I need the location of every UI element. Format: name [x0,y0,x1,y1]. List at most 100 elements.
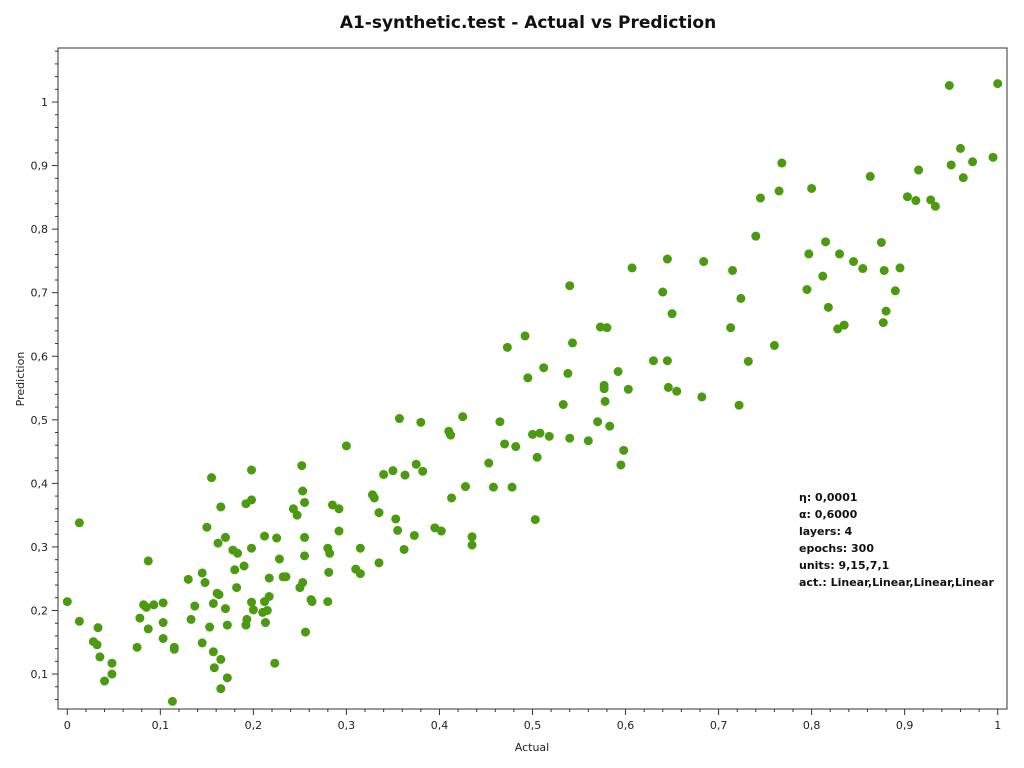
data-point [325,548,335,558]
data-point [207,473,217,483]
data-point [911,196,921,206]
data-point [281,572,291,582]
data-point [200,578,210,588]
data-point [248,605,258,615]
data-point [528,429,537,439]
data-point [458,412,468,422]
data-point [272,533,282,543]
data-point [502,342,512,352]
data-point [944,80,954,90]
data-point [216,502,226,512]
data-point [93,623,103,633]
data-point [878,318,888,328]
data-point [839,320,849,330]
data-point [599,384,609,394]
data-point [467,532,477,542]
data-point [74,616,84,626]
data-point [324,567,334,577]
data-point [968,157,978,167]
data-point [583,436,593,446]
x-tick-label: 0,3 [338,719,356,732]
data-point [230,565,240,575]
data-point [213,538,223,548]
data-point [197,638,207,648]
data-point [544,431,554,441]
data-point [993,79,1003,89]
annotation-line: layers: 4 [799,525,853,538]
data-point [107,658,117,668]
y-tick-label: 0,3 [31,541,49,554]
data-point [92,640,102,650]
y-tick-label: 0,6 [31,350,49,363]
data-point [777,158,787,168]
data-point [955,143,965,153]
data-point [658,287,668,297]
data-point [220,532,230,542]
data-point [755,193,765,203]
data-point [769,340,779,350]
data-point [858,264,868,274]
data-point [388,466,398,476]
data-point [247,495,257,505]
data-point [532,452,542,462]
chart-title: A1-synthetic.test - Actual vs Prediction [340,13,716,33]
data-point [565,281,575,291]
data-point [848,257,858,267]
data-point [186,614,196,624]
data-point [143,624,153,634]
data-point [334,504,344,514]
data-point [616,460,626,470]
data-point [520,331,530,341]
data-point [74,518,84,528]
data-point [600,396,610,406]
data-point [613,367,623,377]
data-point [930,201,940,211]
data-point [523,373,533,383]
data-point [926,195,936,205]
data-point [239,561,249,571]
data-point [593,417,603,427]
data-point [602,323,612,333]
data-point [264,573,274,583]
data-point [141,602,151,612]
data-point [298,486,308,496]
annotation-line: α: 0,6000 [799,508,858,521]
data-point [379,469,389,479]
y-axis: 0,1 0,2 0,3 0,4 0,5 0,6 0,7 0,8 0,9 1 [31,50,58,700]
data-point [879,265,889,275]
data-point [95,652,105,662]
data-point [190,601,200,611]
data-point [369,493,379,503]
y-tick-label: 0,1 [31,668,49,681]
data-point [158,633,168,643]
data-point [394,414,404,424]
data-point [355,569,365,579]
data-point [202,522,212,532]
data-point [247,597,257,607]
data-point [307,597,317,607]
data-point [672,386,682,396]
data-point [260,531,270,541]
data-point [323,597,333,607]
x-tick-label: 1 [994,719,1001,732]
data-point [914,165,924,175]
data-point [132,642,142,652]
x-tick-label: 0,1 [152,719,170,732]
data-point [728,265,738,275]
data-point [699,257,709,267]
data-point [436,526,446,536]
data-point [260,618,270,628]
data-point [374,508,384,518]
data-point [247,465,257,475]
y-tick-label: 1 [41,96,48,109]
x-tick-label: 0,6 [617,719,635,732]
data-point [662,254,672,264]
data-point [876,237,886,247]
data-point [568,338,578,348]
data-point [530,515,540,525]
data-point [743,356,753,366]
data-point [751,231,761,241]
data-point [274,554,284,564]
data-point [214,590,224,600]
